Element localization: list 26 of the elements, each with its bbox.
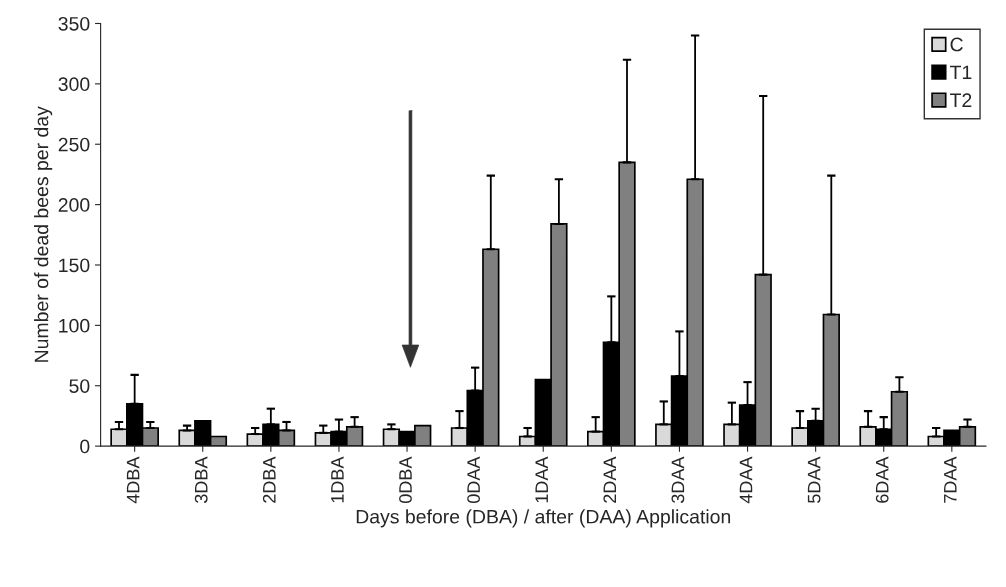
x-tick-label: 1DBA [331,456,344,503]
legend-label: T2 [950,93,972,107]
x-tick-label: 3DBA [194,456,208,504]
x-tick-label: 2DAA [603,456,617,503]
x-tick-label: 4DAA [739,456,753,504]
y-tick-label: 300 [58,77,90,92]
x-tick-label: 1DAA [535,456,548,503]
y-tick-label: 150 [59,258,90,273]
x-tick-label: 2DBA [262,456,276,503]
x-tick-label: 7DAA [944,456,957,503]
x-tick-label: 4DBA [126,456,140,504]
y-tick-label: 100 [59,318,90,333]
x-tick-label: 5DAA [807,456,821,503]
y-tick-label: 250 [58,137,90,152]
y-tick-label: 50 [69,379,90,393]
y-tick-label: 200 [58,198,90,212]
x-tick-label: 3DAA [671,456,685,504]
x-axis-title: Days before (DBA) / after (DAA) Application [356,509,731,528]
y-tick-label: 0 [80,439,90,454]
legend-label: T1 [950,65,972,80]
x-tick-label: 0DBA [399,456,412,503]
y-tick-label: 350 [58,16,90,31]
x-tick-label: 0DAA [467,456,480,503]
y-axis-title: Number of dead bees per day [34,106,53,362]
x-tick-label: 6DAA [875,456,889,503]
legend-label: C [950,37,963,52]
